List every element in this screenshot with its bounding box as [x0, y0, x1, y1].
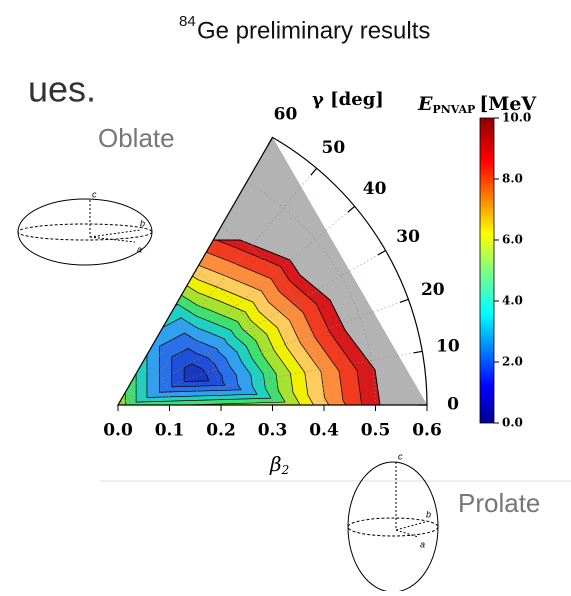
prolate-label: Prolate [458, 488, 540, 518]
theta-tick [348, 206, 355, 212]
title-mass: 84 [179, 13, 196, 30]
theta-tick-label: 50 [321, 138, 345, 158]
x-tick-label: 0.3 [258, 421, 288, 441]
theta-tick-label: 0 [447, 395, 459, 415]
x-tick-label: 0.5 [361, 421, 391, 441]
slide-text: ues. [28, 69, 96, 110]
page: ues. 84 Ge preliminary results Oblate Pr… [0, 0, 571, 591]
slide: ues. 84 Ge preliminary results Oblate Pr… [0, 0, 571, 591]
theta-tick [378, 251, 386, 256]
theta-tick-label: 10 [436, 336, 460, 356]
x-tick-label: 0.6 [412, 421, 442, 441]
theta-tick-label: 60 [274, 104, 298, 124]
colorbar-tick-label: 6.0 [502, 233, 523, 247]
theta-tick-label: 40 [363, 179, 387, 199]
colorbar [480, 118, 494, 423]
axis-letter: a [420, 539, 425, 549]
x-tick-label: 0.1 [155, 421, 185, 441]
colorbar-tick-label: 4.0 [502, 294, 523, 308]
axis-letter: c [92, 189, 97, 199]
x-axis-label: β2 [269, 452, 289, 477]
oblate-icon: c b a [18, 189, 152, 265]
x-tick-label: 0.4 [309, 421, 339, 441]
colorbar-tick-label: 0.0 [502, 416, 523, 430]
oblate-label: Oblate [98, 123, 175, 153]
colorbar-tick-label: 10.0 [502, 111, 531, 125]
colorbar-tick-label: 2.0 [502, 355, 523, 369]
theta-axis-label: γ [deg] [312, 89, 384, 110]
axis-letter: b [426, 509, 431, 519]
x-tick-label: 0.2 [206, 421, 236, 441]
colorbar-tick-label: 8.0 [502, 172, 523, 186]
energy-surface [40, 120, 440, 440]
x-tick-label: 0.0 [103, 421, 133, 441]
prolate-icon: c b a [348, 451, 438, 591]
axis-letter: c [398, 451, 403, 461]
theta-tick-label: 30 [396, 227, 420, 247]
title: Ge preliminary results [197, 17, 430, 44]
theta-tick [400, 299, 408, 302]
theta-tick [311, 168, 317, 175]
axis-letter: a [137, 244, 142, 254]
theta-tick-label: 20 [421, 280, 445, 300]
theta-tick [413, 351, 422, 353]
axis-letter: b [140, 218, 145, 228]
